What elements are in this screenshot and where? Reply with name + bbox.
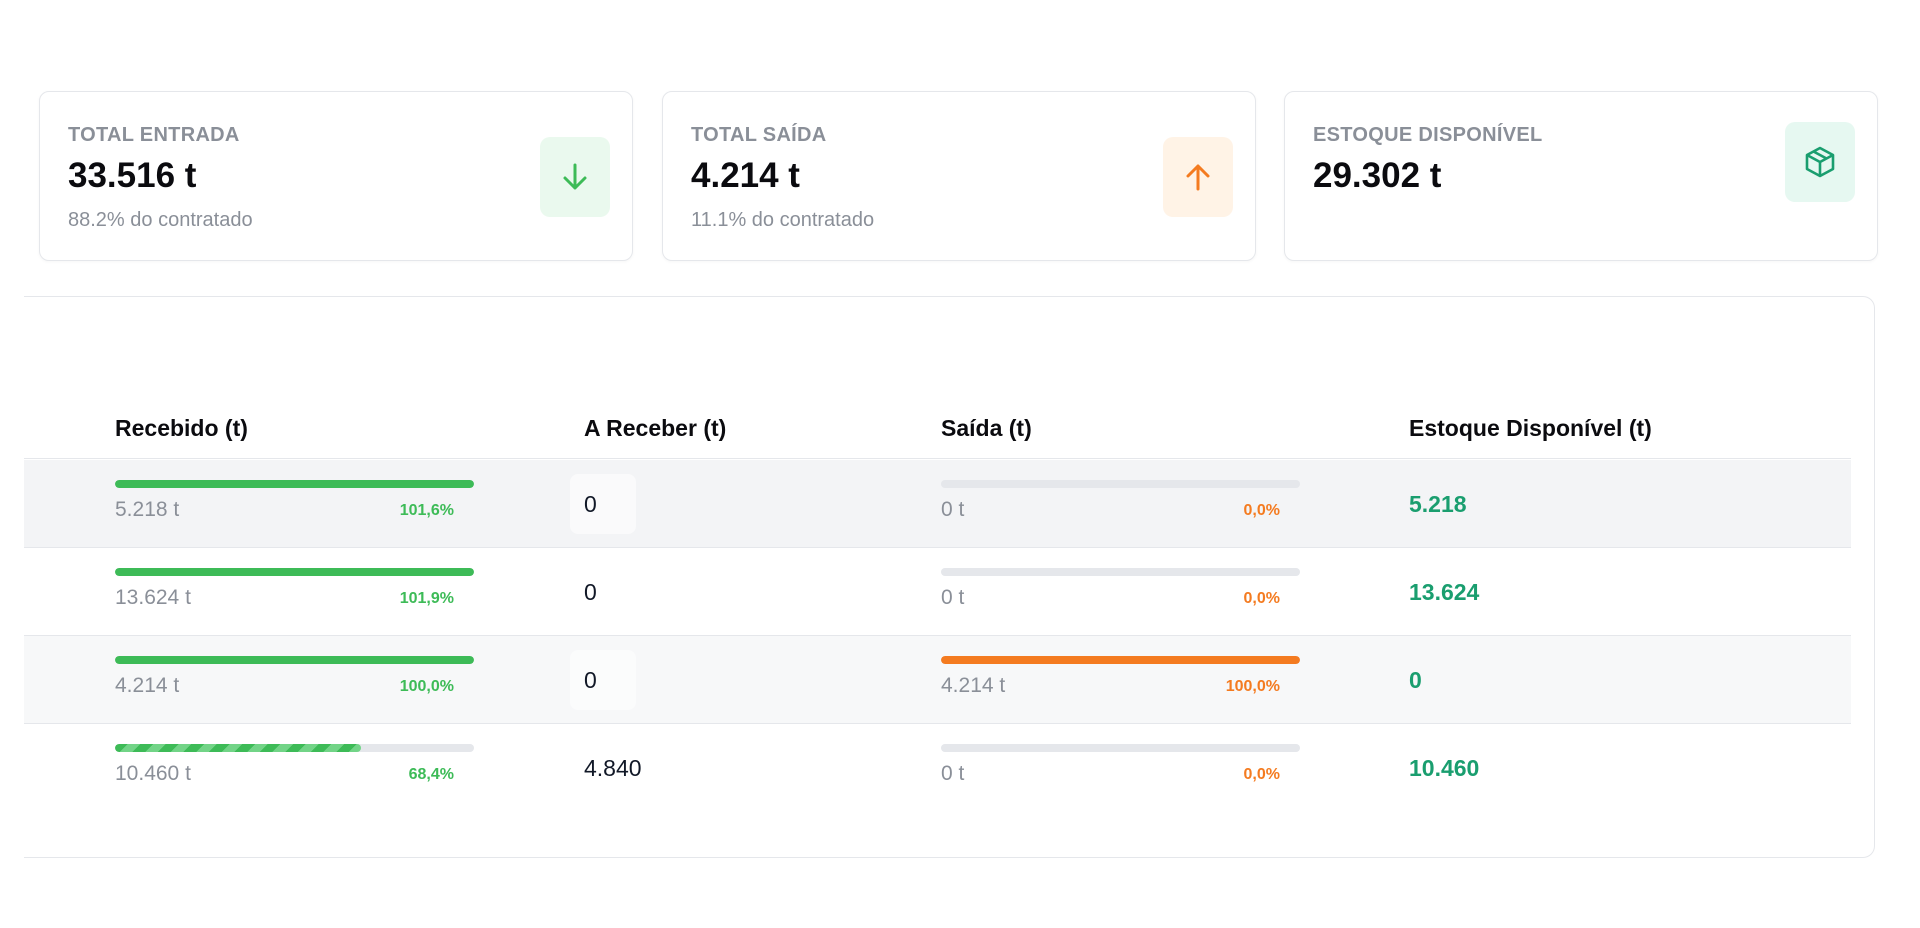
saida-value: 4.214 t (941, 674, 1006, 697)
recebido-progress-bar (115, 656, 474, 664)
card-label: TOTAL ENTRADA (68, 124, 240, 146)
table-row[interactable]: 10.460 t 68,4% 4.840 0 t 0,0% 10.460 (24, 724, 1851, 812)
a-receber-cell (570, 650, 636, 710)
stock-table: Recebido (t) A Receber (t) Saída (t) Est… (24, 296, 1875, 858)
column-header-a-receber[interactable]: A Receber (t) (584, 415, 727, 441)
card-value: 29.302 t (1313, 156, 1442, 195)
saida-value: 0 t (941, 762, 965, 785)
arrow-up-icon (1163, 137, 1233, 217)
table-row[interactable]: 13.624 t 101,9% 0 0 t 0,0% 13.624 (24, 548, 1851, 636)
recebido-progress-bar (115, 568, 474, 576)
saida-progress-bar (941, 744, 1300, 752)
recebido-progress-bar (115, 480, 474, 488)
saida-value: 0 t (941, 586, 965, 609)
a-receber-value: 0 (584, 667, 597, 693)
a-receber-value: 0 (584, 491, 597, 517)
a-receber-value: 0 (584, 579, 597, 605)
recebido-value: 13.624 t (115, 586, 191, 609)
saida-progress-bar (941, 656, 1300, 664)
recebido-progress-bar (115, 744, 474, 752)
card-total-saida: TOTAL SAÍDA 4.214 t 11.1% do contratado (662, 91, 1256, 261)
table-row[interactable]: 4.214 t 100,0% 0 4.214 t 100,0% 0 (24, 636, 1851, 724)
card-label: ESTOQUE DISPONÍVEL (1313, 124, 1543, 146)
card-estoque-disponivel: ESTOQUE DISPONÍVEL 29.302 t (1284, 91, 1878, 261)
a-receber-value: 4.840 (584, 755, 642, 781)
saida-percent: 0,0% (1243, 590, 1280, 607)
summary-cards: TOTAL ENTRADA 33.516 t 88.2% do contrata… (39, 91, 1878, 261)
a-receber-cell (570, 474, 636, 534)
saida-percent: 0,0% (1243, 766, 1280, 783)
box-icon (1785, 122, 1855, 202)
card-value: 33.516 t (68, 156, 197, 195)
recebido-percent: 101,6% (399, 502, 454, 519)
recebido-percent: 68,4% (408, 766, 454, 783)
recebido-percent: 101,9% (399, 590, 454, 607)
card-subtext: 88.2% do contratado (68, 209, 253, 231)
card-total-entrada: TOTAL ENTRADA 33.516 t 88.2% do contrata… (39, 91, 633, 261)
column-header-saida[interactable]: Saída (t) (941, 415, 1032, 441)
recebido-value: 5.218 t (115, 498, 180, 521)
arrow-down-icon (540, 137, 610, 217)
column-header-estoque[interactable]: Estoque Disponível (t) (1409, 415, 1652, 441)
table-row[interactable]: 5.218 t 101,6% 0 0 t 0,0% 5.218 (24, 460, 1851, 548)
saida-progress-bar (941, 480, 1300, 488)
card-value: 4.214 t (691, 156, 800, 195)
estoque-value: 10.460 (1409, 755, 1480, 781)
estoque-value: 5.218 (1409, 491, 1467, 517)
estoque-value: 0 (1409, 667, 1422, 693)
card-subtext: 11.1% do contratado (691, 209, 875, 231)
recebido-value: 10.460 t (115, 762, 191, 785)
saida-value: 0 t (941, 498, 965, 521)
table-header: Recebido (t) A Receber (t) Saída (t) Est… (24, 297, 1851, 459)
recebido-percent: 100,0% (399, 678, 454, 695)
saida-percent: 0,0% (1243, 502, 1280, 519)
estoque-value: 13.624 (1409, 579, 1480, 605)
recebido-value: 4.214 t (115, 674, 180, 697)
column-header-recebido[interactable]: Recebido (t) (115, 415, 248, 441)
saida-progress-bar (941, 568, 1300, 576)
saida-percent: 100,0% (1225, 678, 1280, 695)
card-label: TOTAL SAÍDA (691, 124, 827, 146)
